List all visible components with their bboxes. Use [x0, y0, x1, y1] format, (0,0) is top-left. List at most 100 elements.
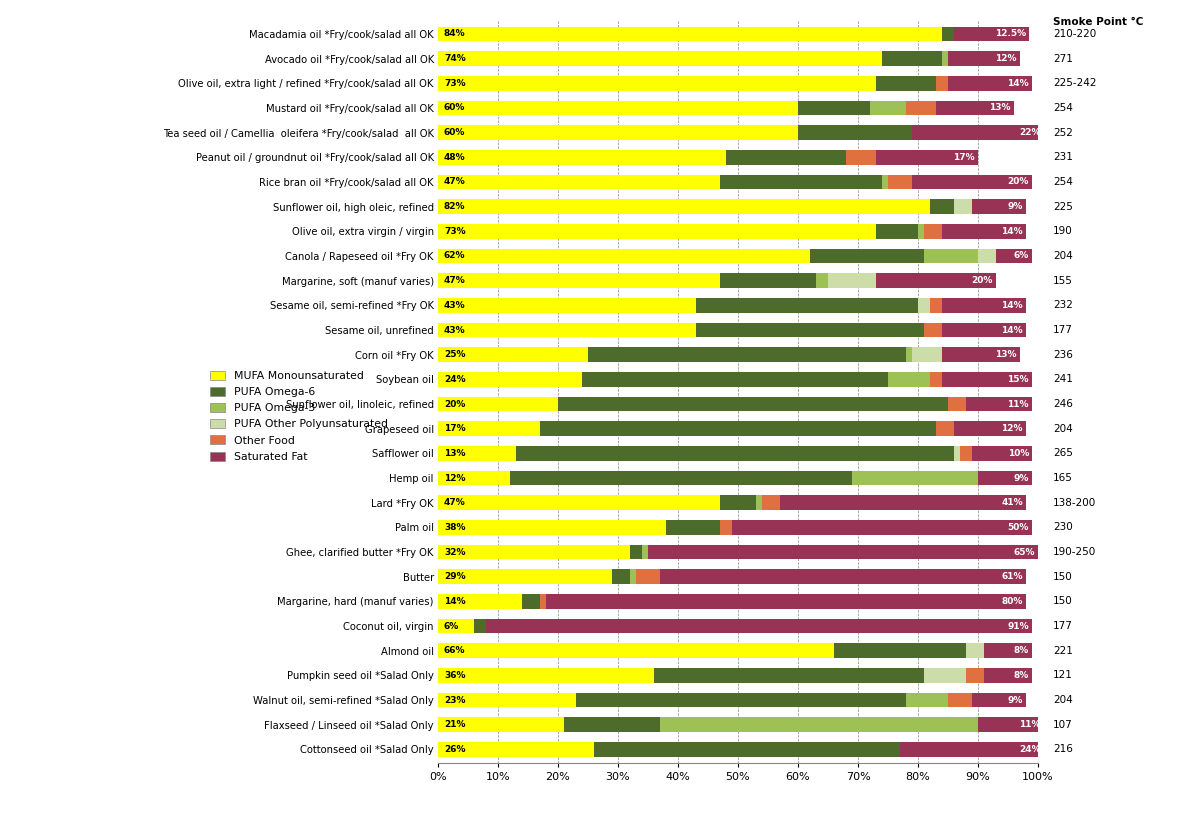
Text: 74%: 74%: [444, 54, 466, 63]
Bar: [438, 421, 540, 436]
Bar: [612, 570, 630, 584]
Text: 11%: 11%: [1008, 400, 1030, 409]
Bar: [762, 495, 780, 510]
Bar: [630, 544, 642, 560]
Text: 177: 177: [1054, 325, 1073, 335]
Text: 204: 204: [1054, 424, 1073, 433]
Bar: [540, 594, 546, 609]
Bar: [852, 471, 978, 486]
Bar: [660, 717, 978, 732]
Bar: [726, 150, 846, 165]
Bar: [924, 249, 978, 264]
Bar: [984, 668, 1032, 683]
Bar: [906, 100, 936, 115]
Bar: [930, 372, 942, 387]
Bar: [474, 619, 486, 633]
Bar: [438, 619, 474, 633]
Text: 8%: 8%: [1014, 671, 1030, 680]
Bar: [576, 693, 906, 707]
Bar: [438, 348, 588, 362]
Bar: [984, 643, 1032, 659]
Bar: [438, 150, 726, 165]
Text: 155: 155: [1054, 276, 1073, 286]
Bar: [918, 224, 924, 239]
Bar: [948, 76, 1032, 91]
Bar: [732, 520, 1032, 534]
Text: 43%: 43%: [444, 326, 466, 335]
Text: 225-242: 225-242: [1054, 78, 1097, 88]
Text: 254: 254: [1054, 177, 1073, 187]
Bar: [876, 76, 936, 91]
Text: 14%: 14%: [1001, 227, 1022, 236]
Text: 47%: 47%: [444, 276, 466, 285]
Bar: [954, 421, 1026, 436]
Text: 26%: 26%: [444, 745, 466, 754]
Text: 190: 190: [1054, 226, 1073, 237]
Text: 12%: 12%: [1002, 424, 1022, 433]
Text: 17%: 17%: [444, 424, 466, 433]
Text: 138-200: 138-200: [1054, 498, 1097, 508]
Text: 165: 165: [1054, 473, 1073, 483]
Bar: [438, 397, 558, 411]
Bar: [594, 742, 900, 756]
Bar: [438, 125, 798, 140]
Bar: [972, 199, 1026, 214]
Bar: [876, 273, 996, 288]
Bar: [486, 619, 1032, 633]
Text: 43%: 43%: [444, 301, 466, 310]
Text: 73%: 73%: [444, 227, 466, 236]
Bar: [438, 495, 720, 510]
Bar: [438, 372, 582, 387]
Bar: [846, 150, 876, 165]
Bar: [876, 150, 978, 165]
Bar: [888, 372, 930, 387]
Text: 231: 231: [1054, 153, 1073, 162]
Text: 23%: 23%: [444, 695, 466, 704]
Bar: [906, 693, 948, 707]
Text: 107: 107: [1054, 720, 1073, 730]
Text: 20%: 20%: [972, 276, 994, 285]
Bar: [438, 570, 612, 584]
Text: 216: 216: [1054, 744, 1073, 754]
Bar: [438, 224, 876, 239]
Bar: [972, 693, 1026, 707]
Text: 32%: 32%: [444, 548, 466, 557]
Bar: [936, 76, 948, 91]
Text: 65%: 65%: [1014, 548, 1034, 557]
Text: 29%: 29%: [444, 572, 466, 581]
Text: 12%: 12%: [444, 473, 466, 482]
Text: 9%: 9%: [1008, 202, 1022, 211]
Bar: [522, 594, 540, 609]
Text: 66%: 66%: [444, 646, 466, 655]
Bar: [912, 348, 942, 362]
Bar: [720, 495, 756, 510]
Bar: [936, 421, 954, 436]
Text: 271: 271: [1054, 54, 1073, 64]
Bar: [636, 570, 660, 584]
Text: 82%: 82%: [444, 202, 466, 211]
Text: Smoke Point °C: Smoke Point °C: [1054, 16, 1144, 27]
Bar: [906, 348, 912, 362]
Bar: [942, 51, 948, 66]
Legend: MUFA Monounsaturated, PUFA Omega-6, PUFA Omega-3, PUFA Other Polyunsaturated, Ot: MUFA Monounsaturated, PUFA Omega-6, PUFA…: [206, 367, 391, 465]
Text: 6%: 6%: [444, 622, 460, 631]
Bar: [438, 544, 630, 560]
Bar: [438, 27, 942, 42]
Bar: [546, 594, 1026, 609]
Text: 221: 221: [1054, 645, 1073, 656]
Bar: [942, 322, 1026, 337]
Bar: [510, 471, 852, 486]
Text: 225: 225: [1054, 202, 1073, 211]
Text: 265: 265: [1054, 448, 1073, 459]
Bar: [630, 570, 636, 584]
Bar: [720, 175, 882, 189]
Bar: [834, 643, 966, 659]
Text: 210-220: 210-220: [1054, 29, 1097, 39]
Text: 254: 254: [1054, 103, 1073, 113]
Text: 60%: 60%: [444, 128, 466, 137]
Bar: [642, 544, 648, 560]
Text: 80%: 80%: [1002, 596, 1022, 605]
Bar: [828, 273, 876, 288]
Bar: [666, 520, 720, 534]
Bar: [438, 273, 720, 288]
